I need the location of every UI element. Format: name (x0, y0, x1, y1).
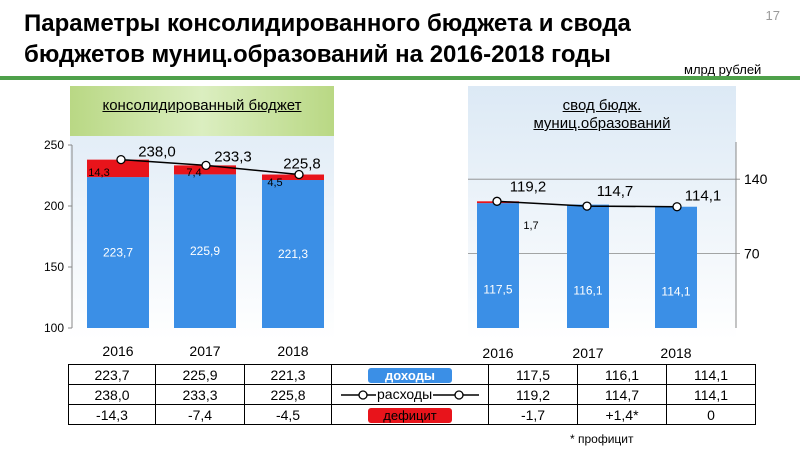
bar-income-label: 223,7 (103, 246, 133, 260)
table-row: 238,0 233,3 225,8 расходы 119,2 114,7 11… (68, 384, 756, 405)
expenses-point (294, 169, 304, 180)
y-tick-label: 70 (744, 246, 760, 262)
bar-income (174, 174, 236, 328)
table-cell: -4,5 (244, 404, 332, 425)
expenses-point (582, 201, 592, 211)
y-tick-label: 200 (44, 199, 64, 213)
legend-expenses: расходы (331, 384, 489, 405)
bar-income (567, 204, 609, 328)
title-underline (0, 76, 800, 80)
bar-income-label: 116,1 (573, 283, 602, 297)
expenses-point (492, 196, 502, 206)
y-tick-label: 250 (44, 138, 64, 152)
table-cell: 114,7 (577, 384, 667, 405)
table-row: 223,7 225,9 221,3 доходы 117,5 116,1 114… (68, 364, 756, 385)
table-cell: 114,1 (666, 384, 756, 405)
category-label: 2017 (189, 343, 220, 359)
bar-income (477, 203, 519, 328)
table-cell: -1,7 (488, 404, 578, 425)
bar-income-label: 117,5 (483, 283, 512, 297)
legend-deficit: дефицит (331, 404, 489, 425)
bar-deficit (87, 159, 149, 178)
category-label: 2018 (660, 345, 691, 361)
table-cell: 225,8 (244, 384, 332, 405)
table-cell: +1,4* (577, 404, 667, 425)
y-tick-label: 100 (44, 321, 64, 335)
bar-income (655, 206, 697, 328)
table-cell: 238,0 (68, 384, 156, 405)
deficit-label: 7,4 (186, 167, 201, 179)
bar-income-label: 225,9 (190, 244, 220, 258)
table-cell: 233,3 (155, 384, 245, 405)
page-number: 17 (765, 8, 780, 23)
table-cell: 0 (666, 404, 756, 425)
deficit-label: 1,7 (523, 220, 538, 232)
slide-title: Параметры консолидированного бюджета и с… (24, 10, 631, 68)
bar-deficit (262, 174, 324, 181)
table-cell: -7,4 (155, 404, 245, 425)
table-cell: 114,1 (666, 364, 756, 385)
left-chart-title: консолидированный бюджет (102, 97, 302, 114)
y-tick-label: 140 (744, 171, 768, 187)
legend-expenses-label: расходы (376, 386, 434, 402)
table-cell: 225,9 (155, 364, 245, 385)
expenses-label: 114,7 (597, 183, 633, 200)
legend-income: доходы (331, 364, 489, 385)
legend-deficit-label: дефицит (368, 407, 452, 423)
deficit-label: 14,3 (88, 167, 109, 179)
table-cell: -14,3 (68, 404, 156, 425)
table-cell: 117,5 (488, 364, 578, 385)
expenses-label: 225,8 (283, 156, 321, 173)
bar-income (87, 177, 149, 328)
left-chart: 250 200 150 100 223,7 2016 225,9 2017 221,3 2018 2… (44, 138, 324, 359)
y-tick-label: 150 (44, 260, 64, 274)
legend-income-label: доходы (368, 367, 452, 383)
deficit-label: 4,5 (267, 177, 282, 189)
right-chart-title: свод бюдж. муниц.образований (533, 97, 671, 132)
category-label: 2016 (482, 345, 513, 361)
bar-income (262, 180, 324, 328)
table-cell: 221,3 (244, 364, 332, 385)
expenses-point (116, 154, 126, 165)
expenses-point (201, 160, 211, 171)
category-label: 2018 (277, 343, 308, 359)
expenses-point (672, 202, 682, 212)
footnote: * профицит (570, 432, 634, 446)
expenses-label: 119,2 (510, 178, 546, 195)
expenses-label: 238,0 (138, 144, 176, 161)
category-label: 2016 (102, 343, 133, 359)
table-cell: 119,2 (488, 384, 578, 405)
table-row: -14,3 -7,4 -4,5 дефицит -1,7 +1,4* 0 (68, 404, 756, 425)
bar-income-label: 221,3 (278, 247, 308, 261)
right-chart: 140 70 117,5 2016 116,1 2017 114,1 2018 119,2 114… (468, 142, 768, 361)
left-panel-header (70, 86, 334, 136)
expenses-label: 114,1 (685, 188, 721, 205)
table-cell: 223,7 (68, 364, 156, 385)
bar-income-label: 114,1 (661, 284, 690, 298)
category-label: 2017 (572, 345, 603, 361)
table-cell: 116,1 (577, 364, 667, 385)
expenses-label: 233,3 (214, 148, 252, 165)
unit-label: млрд рублей (684, 62, 762, 77)
data-table: 223,7 225,9 221,3 доходы 117,5 116,1 114… (68, 364, 756, 425)
